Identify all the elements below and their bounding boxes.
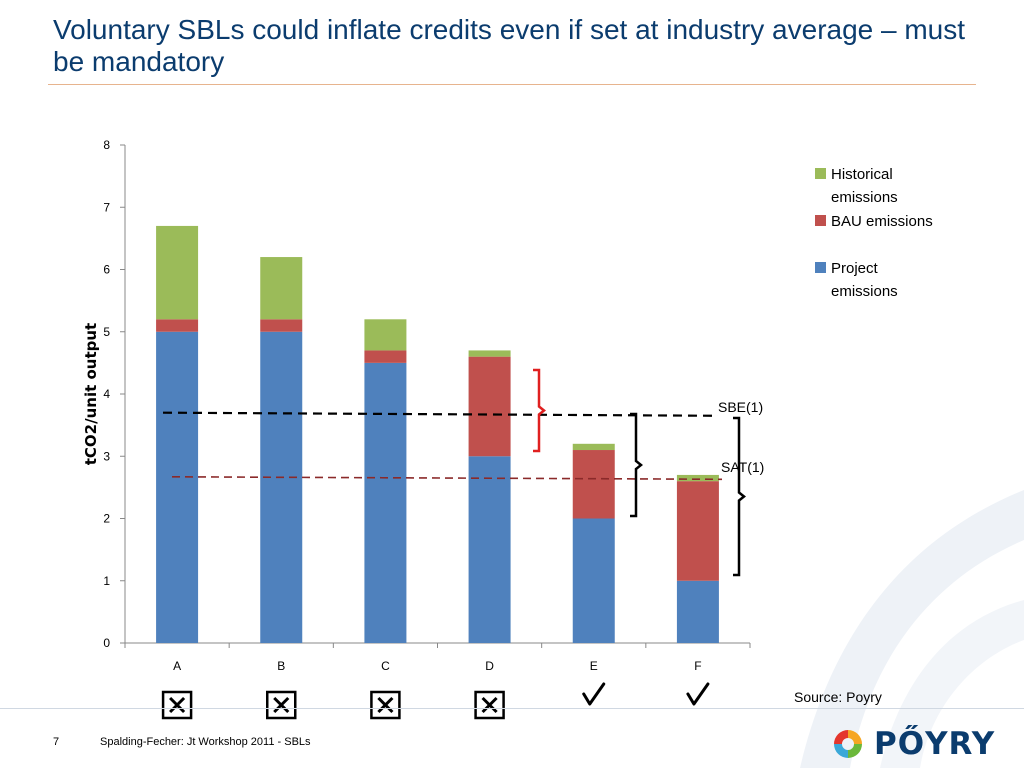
bracket-black-e <box>630 412 644 518</box>
x-tick-label: B <box>277 659 285 673</box>
x-tick-label: F <box>694 659 701 673</box>
title-divider <box>48 84 976 85</box>
y-tick-label: 8 <box>103 138 110 152</box>
bar-historical-emissions-f <box>676 474 719 482</box>
bar-bau-emissions-a <box>156 319 199 332</box>
poyry-logo-wordmark: PŐYRY <box>874 726 996 762</box>
bar-project-emissions-c <box>364 362 407 643</box>
bar-bau-emissions-c <box>364 350 407 363</box>
boxed-x-mark-c <box>377 696 394 714</box>
y-tick-label: 3 <box>103 449 110 463</box>
boxed-x-icon-b <box>266 690 297 720</box>
y-tick-label: 1 <box>103 574 110 588</box>
bar-historical-emissions-e <box>572 443 615 451</box>
source-note: Source: Poyry <box>794 689 882 705</box>
bar-historical-emissions-b <box>260 257 303 320</box>
y-tick-label: 2 <box>103 512 110 526</box>
bar-project-emissions-a <box>156 331 199 643</box>
bar-project-emissions-b <box>260 331 303 643</box>
bar-project-emissions-e <box>572 518 615 643</box>
reference-line-sat1 <box>171 475 723 481</box>
x-tick-label: D <box>485 659 494 673</box>
bar-bau-emissions-d <box>468 356 511 457</box>
y-axis-label: tCO2/unit output <box>82 323 100 465</box>
bar-project-emissions-f <box>676 580 719 643</box>
legend-label-historical-emissions: Historical emissions <box>831 166 898 206</box>
y-tick-label: 0 <box>103 636 110 650</box>
reference-label-sbe1: SBE(1) <box>718 399 763 415</box>
reference-label-sat1: SAT(1) <box>721 459 764 475</box>
boxed-x-mark-d <box>481 696 498 714</box>
bar-bau-emissions-b <box>260 319 303 332</box>
bar-bau-emissions-f <box>676 481 719 581</box>
boxed-x-icon-c <box>370 690 401 720</box>
bar-project-emissions-d <box>468 456 511 643</box>
x-tick-label: A <box>173 659 181 673</box>
page-number: 7 <box>53 736 60 748</box>
legend-swatch-bau-emissions <box>815 215 826 226</box>
bar-bau-emissions-e <box>572 450 615 519</box>
x-tick-label: E <box>590 659 598 673</box>
boxed-x-mark-b <box>273 696 290 714</box>
bar-historical-emissions-d <box>468 350 511 357</box>
y-tick-label: 4 <box>103 387 110 401</box>
legend-swatch-historical-emissions <box>815 168 826 179</box>
poyry-logo-icon <box>834 730 862 758</box>
legend-label-project-emissions: Project emissions <box>831 260 898 300</box>
y-tick-label: 6 <box>103 263 110 277</box>
boxed-x-icon-d <box>474 690 505 720</box>
bar-historical-emissions-a <box>156 225 199 320</box>
bar-historical-emissions-c <box>364 319 407 351</box>
check-icon-e <box>582 682 606 706</box>
y-tick-label: 7 <box>103 200 110 214</box>
boxed-x-mark-a <box>169 696 186 714</box>
slide-title: Voluntary SBLs could inflate credits eve… <box>53 14 966 77</box>
poyry-logo: PŐYRY <box>828 726 998 762</box>
legend-label-bau-emissions: BAU emissions <box>831 213 933 230</box>
y-tick-label: 5 <box>103 325 110 339</box>
footer-text: Spalding-Fecher: Jt Workshop 2011 - SBLs <box>100 736 311 748</box>
reference-line-sbe1 <box>162 411 719 417</box>
footer-divider <box>0 708 1024 709</box>
boxed-x-icon-a <box>161 690 193 720</box>
bracket-black-f <box>733 416 747 577</box>
x-tick-label: C <box>381 659 390 673</box>
legend-swatch-project-emissions <box>815 262 826 273</box>
bracket-red-d <box>533 368 547 453</box>
check-icon-f <box>686 682 710 706</box>
